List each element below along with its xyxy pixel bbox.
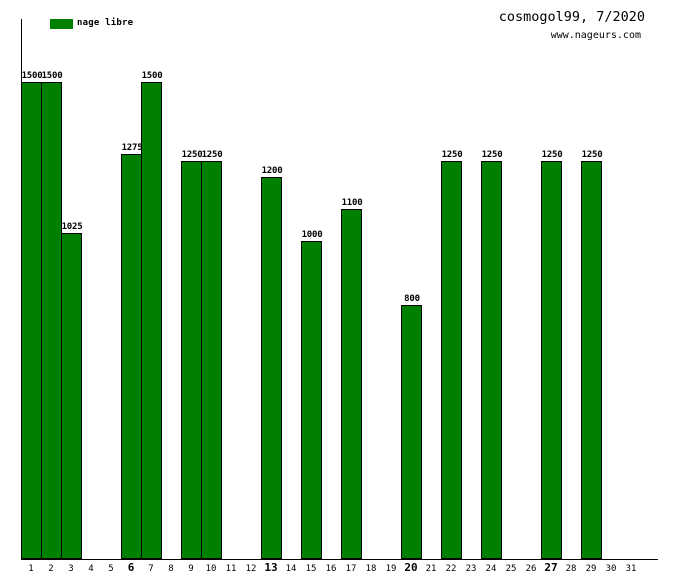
bar-day-10 <box>201 161 222 559</box>
x-axis-line <box>21 559 658 560</box>
x-tick-label-day-29: 29 <box>585 564 597 574</box>
x-tick-label-day-30: 30 <box>605 564 617 574</box>
bar-day-17 <box>341 209 362 559</box>
x-tick-label-day-17: 17 <box>345 564 357 574</box>
bar-value-label-day-22: 1250 <box>441 150 463 160</box>
x-tick-label-day-1: 1 <box>28 564 34 574</box>
chart-title: cosmogol99, 7/2020 <box>498 9 645 25</box>
x-tick-label-day-15: 15 <box>305 564 317 574</box>
x-tick-label-day-8: 8 <box>168 564 174 574</box>
bar-value-label-day-24: 1250 <box>481 150 503 160</box>
bar-day-29 <box>581 161 602 559</box>
site-url-text: www.nageurs.com <box>550 30 641 41</box>
x-tick-label-day-5: 5 <box>108 564 114 574</box>
legend-label: nage libre <box>77 18 134 28</box>
bar-value-label-day-9: 1250 <box>181 150 203 160</box>
bar-day-20 <box>401 305 422 559</box>
x-tick-label-day-25: 25 <box>505 564 517 574</box>
bar-day-2 <box>41 82 62 559</box>
x-tick-label-day-18: 18 <box>365 564 377 574</box>
x-tick-label-day-9: 9 <box>188 564 194 574</box>
bar-day-15 <box>301 241 322 559</box>
x-tick-label-day-11: 11 <box>225 564 237 574</box>
x-tick-label-day-28: 28 <box>565 564 577 574</box>
bar-value-label-day-27: 1250 <box>541 150 563 160</box>
bar-value-label-day-17: 1100 <box>341 198 363 208</box>
x-tick-label-day-16: 16 <box>325 564 337 574</box>
bar-value-label-day-15: 1000 <box>301 230 323 240</box>
bar-day-27 <box>541 161 562 559</box>
bar-value-label-day-7: 1500 <box>141 71 163 81</box>
bar-value-label-day-13: 1200 <box>261 166 283 176</box>
x-tick-label-day-6: 6 <box>127 561 135 574</box>
bar-value-label-day-29: 1250 <box>581 150 603 160</box>
x-tick-label-day-23: 23 <box>465 564 477 574</box>
x-tick-label-day-19: 19 <box>385 564 397 574</box>
x-tick-label-day-7: 7 <box>148 564 154 574</box>
x-tick-label-day-22: 22 <box>445 564 457 574</box>
bar-value-label-day-2: 1500 <box>41 71 63 81</box>
legend-swatch-nage-libre <box>50 19 73 29</box>
bar-day-22 <box>441 161 462 559</box>
bar-day-6 <box>121 154 142 559</box>
x-tick-label-day-4: 4 <box>88 564 94 574</box>
x-tick-label-day-13: 13 <box>264 561 278 574</box>
x-tick-label-day-20: 20 <box>404 561 418 574</box>
x-tick-label-day-12: 12 <box>245 564 257 574</box>
x-tick-label-day-10: 10 <box>205 564 217 574</box>
bar-value-label-day-10: 1250 <box>201 150 223 160</box>
x-tick-label-day-2: 2 <box>48 564 54 574</box>
x-tick-label-day-24: 24 <box>485 564 497 574</box>
x-tick-label-day-21: 21 <box>425 564 437 574</box>
bar-value-label-day-20: 800 <box>404 294 420 304</box>
bar-day-13 <box>261 177 282 559</box>
bar-day-7 <box>141 82 162 559</box>
x-tick-label-day-31: 31 <box>625 564 637 574</box>
x-tick-label-day-27: 27 <box>544 561 558 574</box>
bar-value-label-day-1: 1500 <box>21 71 43 81</box>
bar-value-label-day-3: 1025 <box>61 222 83 232</box>
bar-day-3 <box>61 233 82 559</box>
bar-day-1 <box>21 82 42 559</box>
x-tick-label-day-26: 26 <box>525 564 537 574</box>
x-tick-label-day-3: 3 <box>68 564 74 574</box>
bar-value-label-day-6: 1275 <box>121 143 143 153</box>
bar-day-24 <box>481 161 502 559</box>
x-tick-label-day-14: 14 <box>285 564 297 574</box>
bar-day-9 <box>181 161 202 559</box>
